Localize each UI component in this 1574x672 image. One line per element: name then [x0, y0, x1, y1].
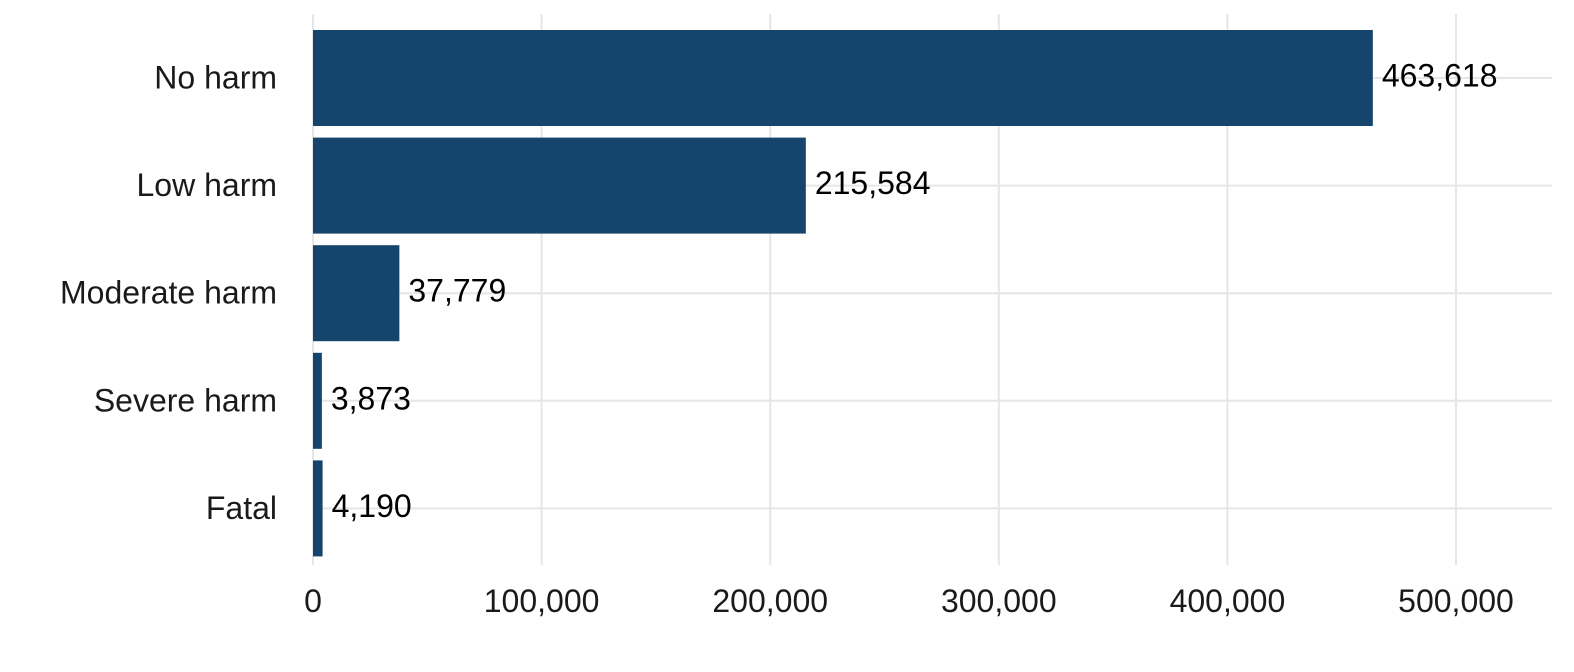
bar-2: [313, 245, 400, 342]
x-tick-label-4: 400,000: [1170, 583, 1286, 619]
x-tick-label-3: 300,000: [941, 583, 1057, 619]
bar-0: [313, 30, 1373, 126]
category-label-3: Severe harm: [94, 382, 277, 418]
x-tick-label-2: 200,000: [712, 583, 828, 619]
x-tick-label-0: 0: [304, 583, 322, 619]
category-label-0: No harm: [154, 59, 277, 95]
category-label-1: Low harm: [137, 167, 278, 203]
x-tick-label-5: 500,000: [1398, 583, 1514, 619]
value-label-1: 215,584: [815, 165, 931, 201]
value-labels-group: 463,618 215,584 37,779 3,873 4,190: [331, 57, 1498, 523]
category-label-2: Moderate harm: [60, 275, 277, 311]
value-label-4: 4,190: [332, 488, 412, 524]
bar-3: [313, 352, 322, 449]
category-labels-group: No harm Low harm Moderate harm Severe harm F…: [60, 59, 277, 525]
value-label-2: 37,779: [408, 273, 506, 309]
x-tick-label-1: 100,000: [484, 583, 600, 619]
value-label-0: 463,618: [1382, 57, 1498, 93]
value-label-3: 3,873: [331, 380, 411, 416]
bars-group: [313, 30, 1373, 557]
bar-4: [313, 460, 323, 557]
category-label-4: Fatal: [206, 490, 277, 526]
bar-1: [313, 137, 806, 234]
x-tick-labels-group: 0 100,000 200,000 300,000 400,000 500,000: [304, 583, 1514, 619]
